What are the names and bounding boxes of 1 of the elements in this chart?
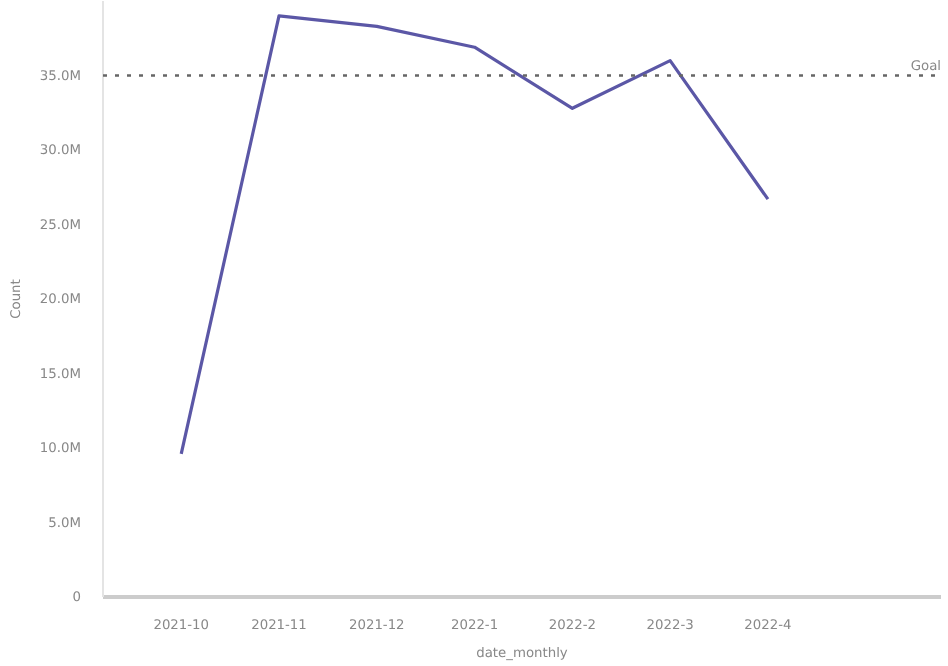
line-series <box>179 14 770 456</box>
